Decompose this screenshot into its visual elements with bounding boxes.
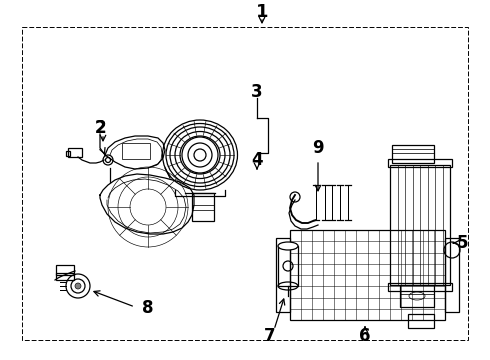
Text: 4: 4: [251, 151, 263, 169]
Bar: [22, 27, 468, 340]
Text: 8: 8: [142, 299, 154, 317]
Bar: [390, 165, 450, 285]
Bar: [276, 238, 290, 312]
Bar: [388, 159, 452, 167]
Text: 2: 2: [94, 119, 106, 137]
Bar: [56, 265, 74, 275]
Bar: [388, 283, 452, 291]
Bar: [278, 246, 298, 286]
Bar: [400, 285, 434, 307]
Circle shape: [182, 137, 218, 173]
Text: 9: 9: [312, 139, 324, 157]
Text: 5: 5: [456, 234, 468, 252]
Bar: [408, 314, 434, 328]
Bar: [66, 151, 70, 156]
Bar: [122, 143, 150, 159]
Circle shape: [75, 283, 81, 289]
Text: 1: 1: [256, 3, 268, 21]
Ellipse shape: [278, 242, 298, 250]
Bar: [290, 230, 445, 320]
Bar: [192, 193, 214, 221]
Text: 3: 3: [251, 83, 263, 101]
Bar: [445, 238, 459, 312]
Bar: [68, 148, 82, 157]
Text: 6: 6: [359, 327, 371, 345]
Bar: [392, 145, 434, 163]
Text: 7: 7: [264, 327, 276, 345]
Text: 2: 2: [94, 119, 106, 137]
Bar: [56, 273, 74, 280]
